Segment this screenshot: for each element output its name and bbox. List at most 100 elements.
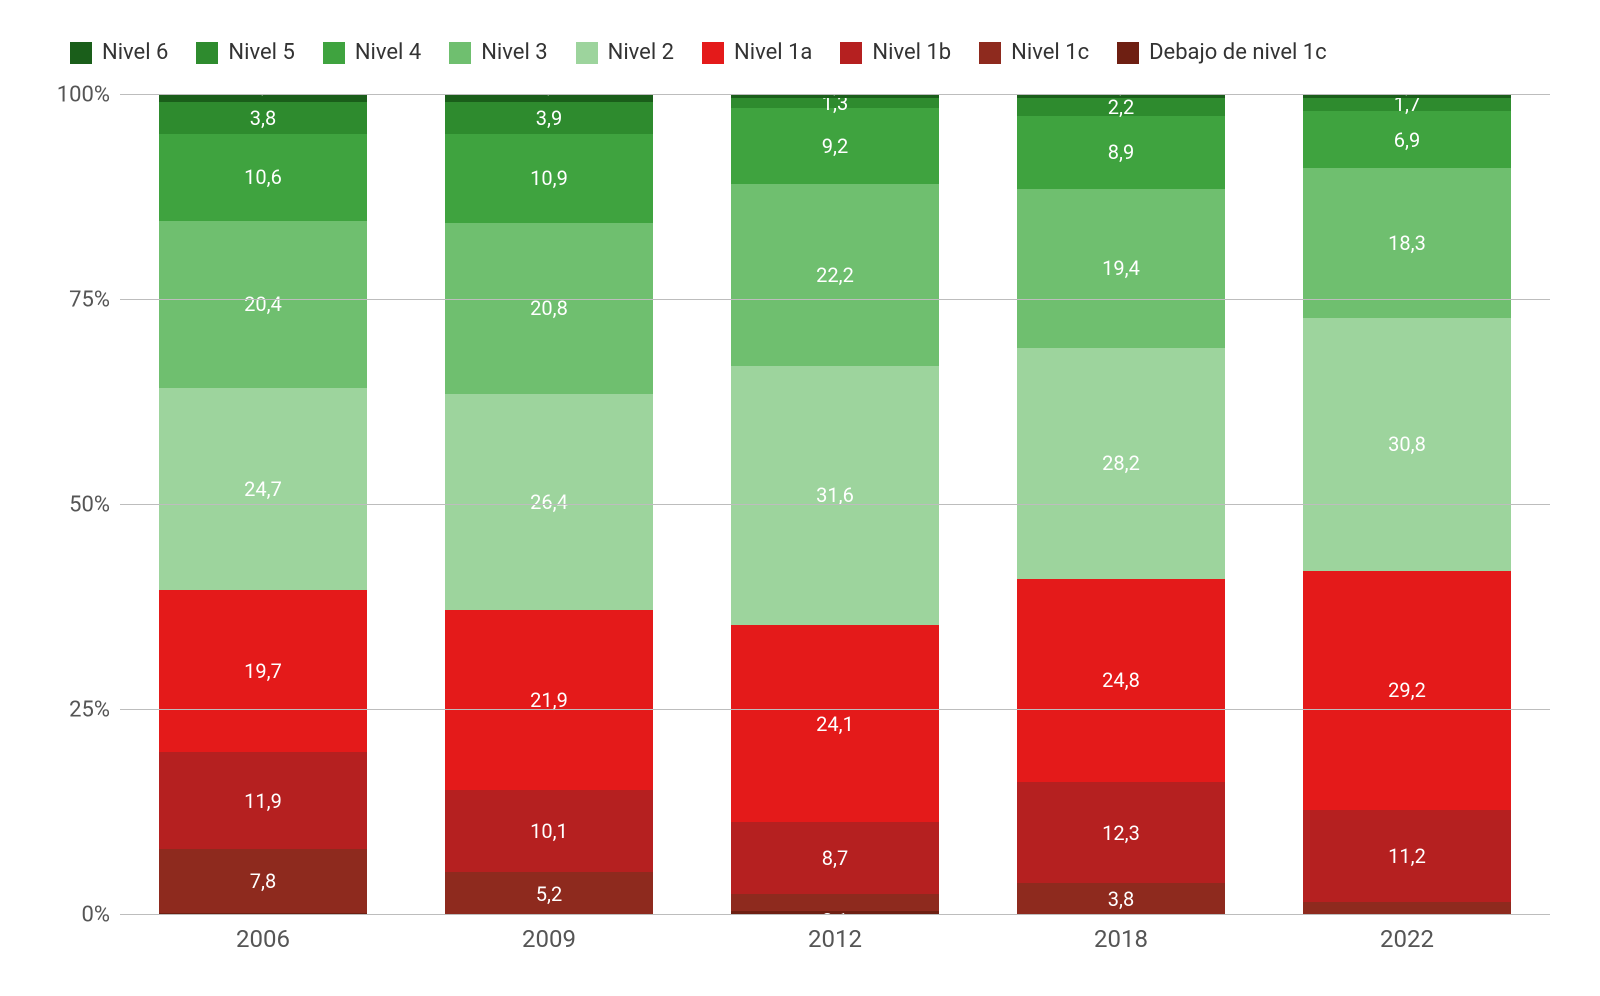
segment-nivel4: 6,9: [1303, 111, 1510, 168]
segment-value: 2,2: [1108, 95, 1134, 119]
segment-nivel1a: 29,2: [1303, 571, 1510, 810]
segment-value: 22,2: [816, 263, 854, 287]
legend-swatch: [702, 42, 724, 64]
segment-nivel2: 28,2: [1017, 348, 1224, 579]
segment-value: 29,2: [1388, 678, 1426, 702]
segment-value: 19,4: [1102, 256, 1140, 280]
segment-value: 18,3: [1388, 231, 1426, 255]
y-axis-label: 100%: [40, 83, 110, 108]
segment-nivel4: 8,9: [1017, 116, 1224, 189]
segment-nivel1c: 7,8: [159, 849, 366, 913]
segment-nivel6: 0,8: [445, 95, 652, 102]
segment-nivel1c: 2,1: [731, 894, 938, 911]
segment-nivel2: 26,4: [445, 394, 652, 610]
segment-nivel1a: 24,8: [1017, 579, 1224, 782]
segment-nivel6: 0,3: [731, 95, 938, 97]
segment-nivel5: 1,3: [731, 98, 938, 109]
segment-value: 10,1: [530, 819, 568, 843]
segment-value: 8,7: [822, 846, 848, 870]
legend-label: Nivel 1b: [872, 40, 951, 65]
segment-nivel1c: 5,2: [445, 872, 652, 915]
bars-container: 7,8 11,9 19,7 24,7 20,4 10,6 3,8 0,9 5,2 10,1 21,9…: [120, 95, 1550, 915]
legend-label: Nivel 1a: [734, 40, 812, 65]
segment-value: 24,1: [816, 712, 854, 736]
segment-nivel1b: 11,9: [159, 752, 366, 850]
segment-nivel1b: 11,2: [1303, 810, 1510, 902]
segment-nivel3: 19,4: [1017, 189, 1224, 348]
bar-2022: 1,511,229,230,818,36,91,70,3: [1303, 95, 1510, 915]
bar-2009: 5,210,121,926,420,810,93,90,8: [445, 95, 652, 915]
segment-nivel1b: 10,1: [445, 790, 652, 873]
grid-line: [120, 914, 1550, 915]
segment-nivel1c: 1,5: [1303, 902, 1510, 914]
segment-value: 19,7: [244, 659, 282, 683]
segment-value: 9,2: [822, 134, 848, 158]
segment-nivel1a: 19,7: [159, 590, 366, 752]
y-axis-label: 75%: [40, 288, 110, 313]
segment-value: 5,2: [536, 882, 562, 906]
legend-swatch: [979, 42, 1001, 64]
legend-swatch: [576, 42, 598, 64]
segment-value: 3,8: [250, 106, 276, 130]
segment-value: 10,6: [244, 165, 282, 189]
legend-swatch: [840, 42, 862, 64]
segment-nivel3: 22,2: [731, 184, 938, 366]
segment-value: 11,9: [244, 789, 282, 813]
grid-line: [120, 94, 1550, 95]
x-axis-label: 2009: [445, 925, 652, 953]
grid-line: [120, 709, 1550, 710]
segment-value: 6,9: [1394, 128, 1420, 152]
grid-line: [120, 299, 1550, 300]
segment-nivel2: 31,6: [731, 366, 938, 625]
segment-value: 12,3: [1102, 821, 1140, 845]
segment-nivel5: 3,9: [445, 102, 652, 134]
segment-value: 11,2: [1388, 844, 1426, 868]
segment-nivel1c: 3,8: [1017, 883, 1224, 914]
bar-2006: 7,8 11,9 19,7 24,7 20,4 10,6 3,8 0,9: [159, 95, 366, 915]
segment-nivel1a: 21,9: [445, 610, 652, 790]
segment-nivel6: 0,3: [1017, 95, 1224, 97]
legend-label: Nivel 4: [355, 40, 421, 65]
legend-item-nivel5: Nivel 5: [196, 40, 294, 65]
y-axis-label: 50%: [40, 493, 110, 518]
y-axis-label: 0%: [40, 903, 110, 928]
x-axis-label: 2018: [1017, 925, 1224, 953]
segment-nivel1b: 12,3: [1017, 782, 1224, 883]
segment-nivel5: 1,7: [1303, 98, 1510, 112]
segment-nivel2: 30,8: [1303, 318, 1510, 571]
legend-label: Debajo de nivel 1c: [1149, 40, 1327, 65]
segment-value: 24,8: [1102, 668, 1140, 692]
segment-value: 24,7: [244, 477, 282, 501]
legend-label: Nivel 3: [481, 40, 547, 65]
legend-item-nivel1a: Nivel 1a: [702, 40, 812, 65]
segment-value: 7,8: [250, 869, 276, 893]
segment-nivel6: 0,9: [159, 95, 366, 102]
stacked-bar-chart: Nivel 6Nivel 5Nivel 4Nivel 3Nivel 2Nivel…: [0, 0, 1600, 996]
segment-value: 30,8: [1388, 432, 1426, 456]
grid-line: [120, 504, 1550, 505]
segment-value: 3,9: [536, 106, 562, 130]
segment-nivel1b: 8,7: [731, 822, 938, 893]
segment-value: 26,4: [530, 490, 568, 514]
legend-item-nivel6: Nivel 6: [70, 40, 168, 65]
legend-label: Nivel 5: [228, 40, 294, 65]
segment-nivel5: 2,2: [1017, 98, 1224, 116]
legend-item-nivel1c: Nivel 1c: [979, 40, 1089, 65]
segment-nivel4: 9,2: [731, 108, 938, 183]
x-axis-label: 2022: [1303, 925, 1510, 953]
segment-nivel3: 20,4: [159, 221, 366, 388]
legend-item-nivel3: Nivel 3: [449, 40, 547, 65]
legend-label: Nivel 6: [102, 40, 168, 65]
legend-item-nivel1b: Nivel 1b: [840, 40, 951, 65]
segment-nivel5: 3,8: [159, 102, 366, 133]
segment-value: 28,2: [1102, 451, 1140, 475]
legend-item-nivel4: Nivel 4: [323, 40, 421, 65]
x-axis-label: 2012: [731, 925, 938, 953]
segment-nivel4: 10,9: [445, 134, 652, 223]
plot-area: 7,8 11,9 19,7 24,7 20,4 10,6 3,8 0,9 5,2 10,1 21,9…: [120, 95, 1550, 915]
legend-item-debajo1c: Debajo de nivel 1c: [1117, 40, 1327, 65]
segment-nivel3: 18,3: [1303, 168, 1510, 318]
legend-swatch: [449, 42, 471, 64]
segment-value: 20,4: [244, 292, 282, 316]
segment-value: 10,9: [530, 166, 568, 190]
